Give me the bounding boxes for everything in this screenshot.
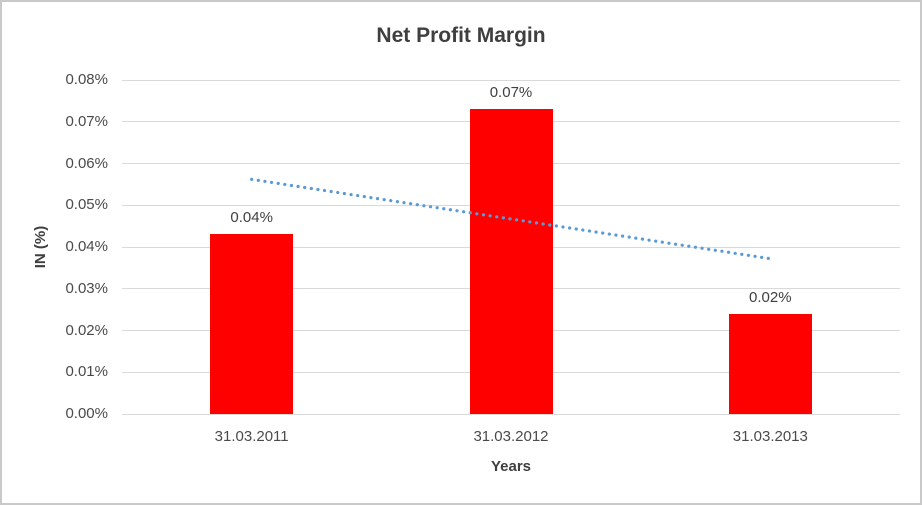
x-tick-label: 31.03.2013 <box>732 428 808 445</box>
x-axis-title: Years <box>490 458 532 475</box>
y-tick-label: 0.05% <box>65 196 108 214</box>
trendline <box>250 177 772 261</box>
y-tick-label: 0.03% <box>65 279 108 297</box>
y-tick-label: 0.01% <box>65 363 108 381</box>
y-tick-label: 0.06% <box>65 154 108 172</box>
y-tick-label: 0.00% <box>65 405 108 422</box>
trendline-path <box>250 177 772 261</box>
y-tick-label: 0.08% <box>65 71 108 88</box>
bar-data-label: 0.07% <box>489 84 533 102</box>
chart-title: Net Profit Margin <box>376 24 546 47</box>
x-tick-label: 31.03.2011 <box>214 428 289 445</box>
bar-31.03.2013 <box>728 313 812 414</box>
bar-data-label: 0.04% <box>230 209 273 227</box>
y-tick-label: 0.04% <box>65 238 108 255</box>
x-axis-line <box>122 413 900 415</box>
bar-31.03.2011 <box>210 234 294 414</box>
y-tick-label: 0.07% <box>65 112 108 130</box>
plot-area: 0.04% 0.07% 0.02% <box>122 79 900 415</box>
bar-data-label: 0.02% <box>749 288 792 306</box>
y-tick-label: 0.02% <box>65 321 108 339</box>
bar-31.03.2012 <box>469 109 553 414</box>
x-tick-label: 31.03.2012 <box>473 428 549 445</box>
grid-line <box>122 79 900 81</box>
